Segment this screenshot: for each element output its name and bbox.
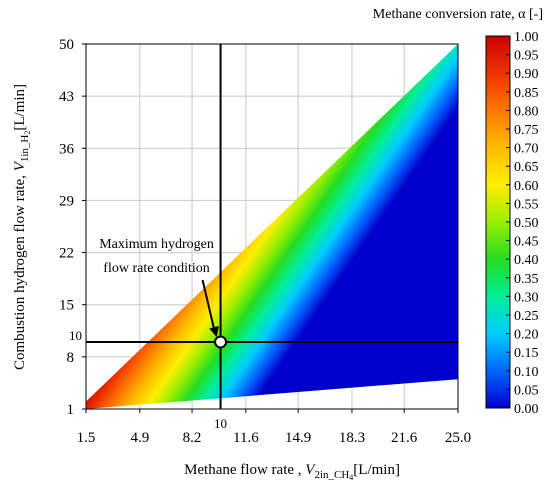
x-tick-label: 18.3 — [339, 430, 365, 446]
x-tick-label: 14.9 — [285, 430, 311, 446]
colorbar-tick-label: 0.90 — [514, 67, 539, 82]
y-axis-label-subscript-small: 2 — [23, 131, 32, 135]
colorbar-tick-label: 0.70 — [514, 142, 539, 157]
colorbar-tick-label: 0.65 — [514, 160, 539, 175]
x-axis-label-unit: [L/min] — [353, 462, 400, 478]
crosshair-x-value-label: 10 — [214, 416, 227, 431]
y-tick-label: 50 — [59, 37, 74, 53]
colorbar-tick-label: 0.45 — [514, 235, 539, 250]
colorbar-tick-label: 0.80 — [514, 104, 539, 119]
y-tick-label: 36 — [59, 141, 75, 157]
x-tick-label: 21.6 — [391, 430, 418, 446]
y-tick-label: 29 — [59, 193, 74, 209]
crosshair-marker-circle — [214, 335, 228, 349]
colorbar-tick-label: 0.35 — [514, 272, 539, 287]
colorbar-tick-label: 0.25 — [514, 309, 539, 324]
colorbar-tick-label: 0.40 — [514, 253, 539, 268]
y-axis-label-subscript: 1in_H — [19, 135, 31, 163]
x-axis-label-subscript: 2in_CH — [314, 469, 349, 481]
x-tick-label: 1.5 — [77, 430, 96, 446]
colorbar-tick-label: 0.15 — [514, 346, 539, 361]
y-axis-label-symbol: V — [12, 160, 28, 171]
y-axis-label-main: Combustion hydrogen flow rate, — [12, 171, 28, 370]
x-tick-label: 11.6 — [233, 430, 259, 446]
x-axis-label-symbol: V — [305, 462, 316, 478]
annotation-line-1: Maximum hydrogen — [99, 237, 214, 252]
colorbar-tick-label: 0.20 — [514, 328, 539, 343]
colorbar-tick-label: 0.10 — [514, 365, 539, 380]
plot-frame — [85, 43, 459, 410]
x-tick-label: 4.9 — [130, 430, 149, 446]
y-tick-label: 22 — [59, 246, 74, 262]
colorbar-tick-label: 0.00 — [514, 402, 539, 417]
y-tick-label: 15 — [59, 298, 74, 314]
x-axis-label-main: Methane flow rate , — [184, 462, 305, 478]
colorbar-title: Methane conversion rate, α [-] — [373, 7, 543, 22]
annotation-arrow-line — [201, 279, 216, 332]
colorbar-tick-label: 0.85 — [514, 86, 539, 101]
x-tick-labels: 1.5 4.9 8.2 11.6 14.9 18.3 21.6 25.0 — [77, 430, 472, 446]
colorbar-tick-label: 0.05 — [514, 383, 539, 398]
y-tick-label: 1 — [67, 402, 75, 418]
x-axis-label: Methane flow rate , V2in_CH4[L/min] — [184, 462, 400, 482]
colorbar-tick-label: 0.60 — [514, 179, 539, 194]
colorbar-tick-label: 1.00 — [514, 30, 539, 45]
x-tick-label: 8.2 — [183, 430, 202, 446]
colorbar-tick-label: 0.50 — [514, 216, 539, 231]
colorbar-tick-label: 0.75 — [514, 123, 539, 138]
colorbar-tick-label: 0.55 — [514, 197, 539, 212]
annotation-arrow-head — [209, 326, 220, 337]
colorbar-tick-label: 0.95 — [514, 49, 539, 64]
x-tick-label: 25.0 — [445, 430, 471, 446]
colorbar-tick-label: 0.30 — [514, 290, 539, 305]
x-axis-label-subscript-small: 4 — [349, 473, 353, 482]
crosshair-y-value-label: 10 — [69, 328, 82, 343]
annotation-line-2: flow rate condition — [103, 261, 210, 276]
y-axis-label: Combustion hydrogen flow rate, V1in_H2[L… — [12, 84, 32, 370]
y-tick-labels: 1 8 15 22 29 36 43 50 — [59, 37, 75, 418]
colorbar-tick-labels: 1.00 0.95 0.90 0.85 0.80 0.75 0.70 0.65 0.60 0.55… — [506, 30, 539, 417]
y-tick-label: 43 — [59, 89, 74, 105]
y-tick-label: 8 — [67, 350, 75, 366]
y-axis-label-unit: [L/min] — [12, 84, 28, 131]
